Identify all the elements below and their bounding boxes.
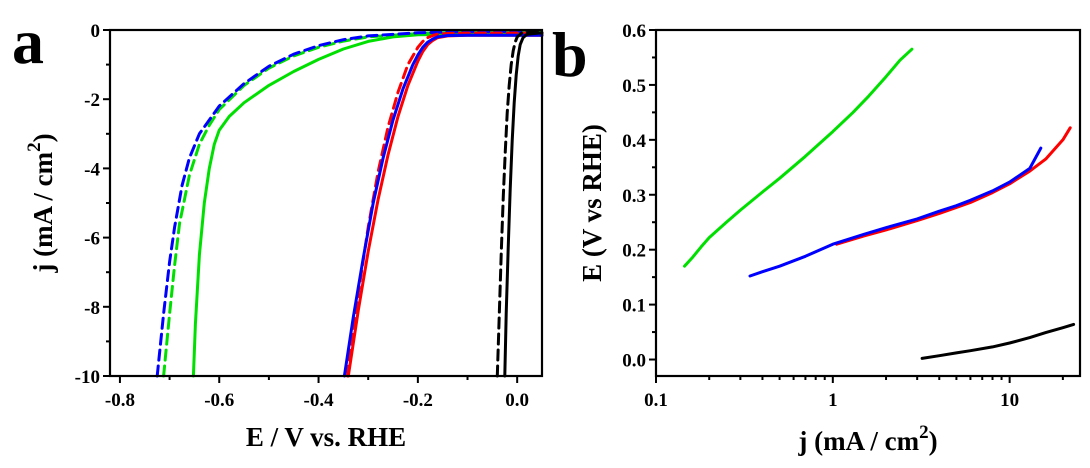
panel-b-x-tick-label: 10: [1000, 390, 1019, 411]
panel-b-x-ticks: 0.1 1 10: [644, 376, 1064, 411]
panel-b-y-ticks: 0.0 0.1 0.2 0.3 0.4 0.5 0.6: [622, 21, 656, 372]
panel-a-y-ticks: 0 -2 -4 -6 -8 -10: [75, 21, 110, 388]
panel-a-y-axis-label: j (mA / cm2): [24, 133, 58, 273]
panel-a-series-6-line: [503, 31, 544, 378]
panel-a-y-tick-label: -10: [75, 367, 100, 388]
panel-b-y-tick-label: 0.1: [622, 296, 646, 317]
panel-a-x-tick-label: 0.0: [505, 390, 529, 411]
panel-a-series-7-line: [495, 30, 544, 378]
panel-b-series-1-line: [835, 126, 1072, 246]
panel-a-frame: [108, 28, 544, 378]
panel-b-y-tick-label: 0.2: [622, 241, 646, 262]
panel-b-x-axis-label-superscript: 2: [919, 422, 929, 443]
panel-a-y-tick-label: -8: [84, 298, 100, 319]
panel-a-series-2-line: [155, 29, 544, 378]
panel-b-series-2-line: [748, 146, 1043, 278]
panel-b-y-tick-label: 0.5: [622, 76, 646, 97]
panel-a-series-5-line: [342, 33, 544, 378]
panel-a-series-0-line: [191, 32, 544, 378]
panel-a-x-axis-label: E / V vs. RHE: [246, 422, 406, 452]
panel-a-x-tick-label: -0.6: [204, 390, 234, 411]
panel-b: b 0.1 1 10 0.0 0.1 0.2 0.3 0.4 0.5 0.6 j (mA / c…: [552, 19, 1082, 456]
panel-b-y-tick-label: 0.0: [622, 351, 646, 372]
panel-a-y-tick-label: -2: [84, 90, 100, 111]
panel-a-y-tick-label: 0: [91, 21, 101, 42]
panel-a-y-axis-label-close: ): [28, 133, 58, 142]
panel-a-x-ticks: -0.8 -0.6 -0.4 -0.2 0.0: [105, 376, 529, 411]
panel-b-curves: [683, 47, 1076, 360]
panel-b-x-axis-label-close: ): [929, 426, 938, 456]
panel-a-x-tick-label: -0.4: [304, 390, 335, 411]
panel-b-y-tick-label: 0.4: [622, 131, 646, 152]
panel-b-frame: [654, 28, 1082, 378]
panel-a-y-axis-label-main: j (mA / cm: [28, 151, 58, 273]
panel-b-x-axis-label: j (mA / cm2): [797, 422, 937, 456]
panel-b-x-tick-label: 0.1: [644, 390, 668, 411]
panel-a-series-3-line: [346, 33, 544, 378]
panel-b-y-tick-label: 0.3: [622, 186, 646, 207]
panel-a-y-tick-label: -4: [84, 159, 100, 180]
panel-a-x-tick-label: -0.2: [403, 390, 433, 411]
panel-b-x-tick-label: 1: [828, 390, 838, 411]
panel-a-y-tick-label: -6: [84, 229, 100, 250]
panel-b-y-axis-label: E (V vs RHE): [577, 124, 607, 282]
panel-b-letter: b: [552, 19, 588, 90]
panel-a-letter: a: [12, 6, 44, 77]
panel-b-x-axis-label-main: j (mA / cm: [797, 426, 919, 456]
panel-a: a -0.8 -0.6 -0.4 -0.2 0.0 0 -2 -4 -6 -8 -10 E / V…: [12, 6, 544, 452]
panel-a-y-axis-label-superscript: 2: [24, 142, 45, 152]
panel-b-series-0-line: [683, 47, 914, 268]
panel-a-x-tick-label: -0.8: [105, 390, 135, 411]
panel-a-curves: [155, 29, 544, 378]
panel-b-y-tick-label: 0.6: [622, 21, 646, 42]
panel-b-series-3-line: [920, 322, 1076, 360]
